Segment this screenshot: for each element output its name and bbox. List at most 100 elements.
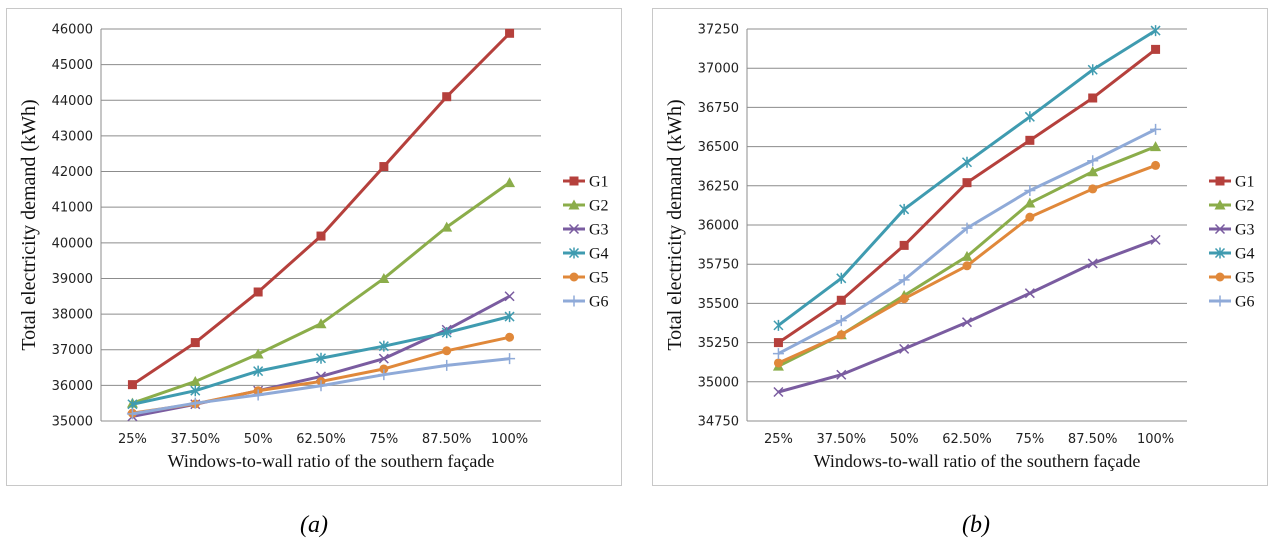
line-chart-a: 35000 36000 37000 38000 39000 40000 41000 42000… (18, 23, 609, 472)
y-tick-label-b-8: 36750 (698, 101, 739, 116)
point-a-G6-2 (252, 389, 264, 401)
legend-label-a-G1: G1 (589, 174, 609, 191)
point-a-G1-4 (379, 162, 389, 172)
legend-label-b-G2: G2 (1235, 198, 1255, 215)
legend-item-b-G4: G4 (1209, 246, 1255, 263)
point-a-G1-3 (316, 231, 326, 241)
x-tick-label-b-4: 75% (1015, 432, 1044, 447)
series-b-G2 (772, 141, 1162, 371)
point-a-G3-6 (504, 291, 515, 302)
legend-label-a-G4: G4 (589, 246, 609, 263)
x-tick-label-b-2: 50% (890, 432, 919, 447)
point-b-G3-1 (836, 369, 847, 380)
point-a-G6-0 (126, 408, 138, 420)
point-b-G5-4 (1025, 212, 1035, 222)
series-b-G3 (773, 234, 1161, 398)
legend-marker-b-G4 (1214, 247, 1226, 259)
point-b-G6-6 (1150, 123, 1162, 135)
legend-item-b-G1: G1 (1209, 174, 1255, 191)
y-tick-label-a-11: 46000 (52, 23, 93, 38)
legend-marker-b-G1 (1215, 176, 1225, 186)
series-line-a-G2 (131, 181, 511, 405)
point-a-G2-5 (441, 221, 453, 232)
legend-label-a-G2: G2 (589, 198, 609, 215)
point-a-G1-5 (442, 92, 452, 102)
point-a-G4-4 (378, 340, 389, 352)
legend-item-a-G5: G5 (563, 270, 609, 287)
point-a-G1-2 (253, 287, 263, 297)
point-a-G1-1 (190, 338, 200, 348)
legend-item-a-G4: G4 (563, 246, 609, 263)
point-b-G3-3 (961, 317, 973, 328)
point-a-G5-5 (442, 346, 452, 356)
point-a-G2-2 (252, 348, 264, 359)
point-b-G4-6 (1150, 25, 1161, 37)
series-b-G4 (773, 25, 1161, 331)
line-chart-b: 34750 35000 35250 35500 35750 36000 36250 36500… (664, 23, 1255, 472)
point-b-G2-5 (1087, 166, 1099, 177)
y-tick-label-a-2: 37000 (52, 343, 93, 358)
point-a-G4-5 (441, 327, 452, 339)
y-tick-label-b-5: 36000 (698, 219, 739, 234)
caption-a: (a) (300, 512, 328, 538)
x-tick-label-b-3: 62.50% (942, 432, 992, 447)
legend-item-b-G6: G6 (1209, 294, 1255, 311)
y-tick-label-a-10: 45000 (52, 58, 93, 73)
point-a-G6-5 (441, 359, 453, 371)
y-tick-label-a-9: 44000 (52, 94, 93, 109)
legend-label-a-G6: G6 (589, 294, 609, 311)
y-tick-label-b-0: 34750 (698, 415, 739, 430)
y-axis-title-b: Total electricity demand (kWh) (664, 99, 686, 350)
x-tick-label-a-5: 87.50% (422, 432, 472, 447)
point-a-G4-2 (253, 365, 264, 377)
point-b-G3-0 (773, 386, 784, 398)
point-a-G6-6 (504, 353, 516, 365)
point-b-G2-3 (961, 250, 973, 261)
x-tick-label-a-4: 75% (369, 432, 398, 447)
point-b-G4-5 (1087, 64, 1098, 76)
series-b-G5 (773, 160, 1161, 368)
legend-item-b-G5: G5 (1209, 270, 1255, 287)
point-a-G4-6 (504, 311, 515, 323)
point-b-G1-2 (899, 240, 909, 250)
y-axis-title-a: Total electricity demand (kWh) (18, 99, 40, 350)
legend-marker-a-G3 (568, 223, 580, 235)
legend-label-a-G3: G3 (589, 222, 609, 239)
point-a-G2-3 (315, 318, 327, 329)
x-tick-label-a-2: 50% (244, 432, 273, 447)
legend-marker-a-G2 (568, 199, 580, 210)
legend-marker-b-G6 (1214, 295, 1226, 307)
legend-marker-b-G5 (1215, 272, 1225, 282)
series-a-G2 (126, 177, 516, 408)
point-b-G5-6 (1151, 160, 1161, 170)
legend-marker-a-G5 (569, 272, 579, 282)
legend-marker-b-G3 (1214, 223, 1226, 235)
point-b-G4-1 (836, 272, 847, 284)
point-b-G6-5 (1087, 155, 1099, 167)
point-a-G1-0 (127, 380, 137, 390)
x-axis-title-a: Windows-to-wall ratio of the southern fa… (168, 451, 495, 471)
y-tick-label-a-8: 43000 (52, 129, 93, 144)
x-tick-label-a-6: 100% (491, 432, 528, 447)
y-tick-label-b-9: 37000 (698, 62, 739, 77)
point-b-G5-2 (899, 294, 909, 304)
legend-item-a-G3: G3 (563, 222, 609, 239)
legend-item-b-G3: G3 (1209, 222, 1255, 239)
x-tick-label-b-1: 37.50% (816, 432, 866, 447)
x-tick-label-b-0: 25% (764, 432, 793, 447)
y-tick-label-a-7: 42000 (52, 165, 93, 180)
series-b-G6 (772, 123, 1162, 360)
point-b-G2-6 (1150, 141, 1162, 152)
point-a-G2-1 (189, 375, 201, 386)
legend-label-b-G6: G6 (1235, 294, 1255, 311)
point-a-G1-6 (505, 28, 515, 38)
y-tick-label-a-0: 35000 (52, 415, 93, 430)
series-line-b-G1 (777, 48, 1157, 344)
legend-label-b-G1: G1 (1235, 174, 1255, 191)
point-b-G1-0 (773, 338, 783, 348)
point-b-G4-3 (961, 156, 973, 168)
x-tick-label-b-5: 87.50% (1068, 432, 1118, 447)
point-b-G1-4 (1025, 135, 1035, 145)
legend-item-a-G1: G1 (563, 174, 609, 191)
legend-marker-a-G4 (568, 247, 580, 259)
